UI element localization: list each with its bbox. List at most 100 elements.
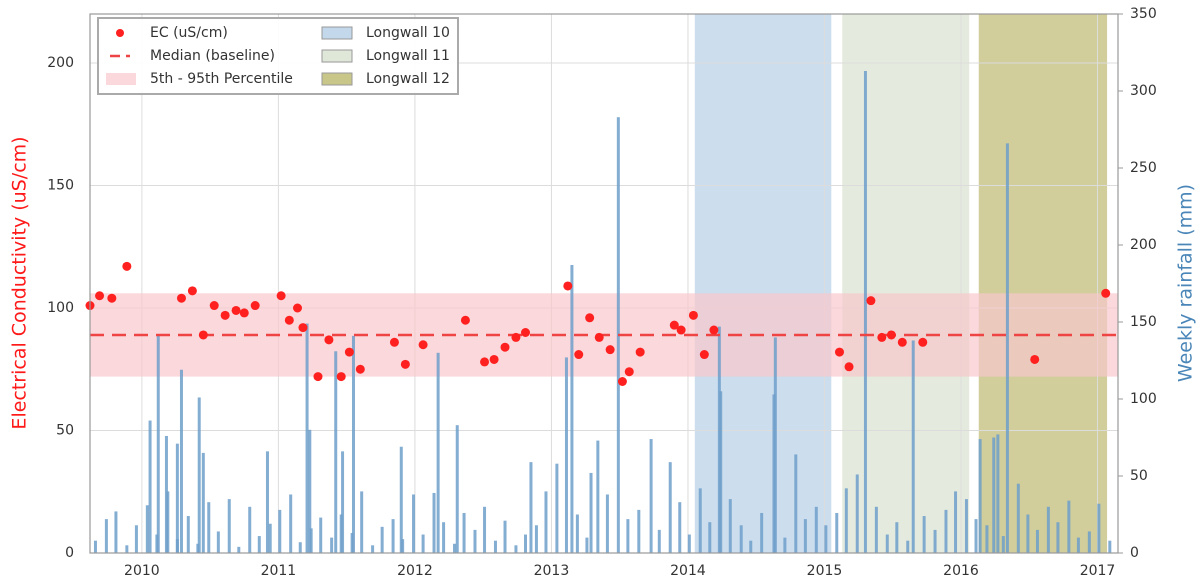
rain-bar xyxy=(455,425,459,553)
ec-point xyxy=(1101,288,1111,298)
ec-point xyxy=(676,325,686,335)
ec-point xyxy=(877,332,887,342)
rain-bar xyxy=(844,488,848,553)
rain-bar xyxy=(412,494,416,553)
rain-bar xyxy=(216,531,220,553)
ec-point xyxy=(250,301,260,311)
legend-label: Longwall 11 xyxy=(366,48,450,64)
ec-point xyxy=(231,305,241,315)
ec-point xyxy=(1030,354,1040,364)
y2-axis-label: Weekly rainfall (mm) xyxy=(1175,184,1197,382)
rain-bar xyxy=(514,545,518,553)
ec-point xyxy=(176,293,186,303)
ec-point xyxy=(699,350,709,360)
legend-marker xyxy=(321,49,353,63)
rain-bar xyxy=(524,534,528,553)
ec-point xyxy=(624,367,634,377)
rain-bar xyxy=(462,512,466,553)
rain-bar xyxy=(668,462,672,553)
legend-label: Longwall 10 xyxy=(366,25,450,41)
rain-bar xyxy=(399,446,403,553)
rain-bar xyxy=(974,519,978,553)
ec-point xyxy=(918,337,928,347)
ec-point xyxy=(500,342,510,352)
plot-frame xyxy=(89,13,1119,554)
rain-bar xyxy=(944,509,948,553)
legend-marker xyxy=(321,26,353,40)
y2-tick-label: 300 xyxy=(1130,83,1157,99)
rain-bar xyxy=(794,454,798,553)
rain-bar xyxy=(1067,500,1071,553)
y2-tick-label: 350 xyxy=(1130,6,1157,22)
rain-bar xyxy=(589,472,593,553)
rain-bar xyxy=(380,526,384,553)
x-tick-label: 2015 xyxy=(807,563,843,579)
ec-point xyxy=(284,315,294,325)
ec-point xyxy=(489,354,499,364)
rain-bar xyxy=(698,488,702,553)
rain-bar xyxy=(985,525,989,553)
ec-point xyxy=(298,323,308,333)
rain-bar xyxy=(570,265,574,553)
rain-bar xyxy=(1035,529,1039,553)
longwall-span xyxy=(842,14,970,553)
rain-bar xyxy=(257,536,261,553)
x-tick-label: 2010 xyxy=(124,563,160,579)
legend-marker xyxy=(321,72,353,86)
y2-tick-label: 250 xyxy=(1130,160,1157,176)
rain-bar xyxy=(964,499,968,553)
rain-bar xyxy=(503,520,507,553)
ec-point xyxy=(511,332,521,342)
rain-bar xyxy=(175,443,179,553)
rain-bar xyxy=(207,502,211,553)
rain-bar xyxy=(728,499,732,553)
rain-bar xyxy=(1056,522,1060,553)
rain-bar xyxy=(145,505,149,553)
ec-point xyxy=(594,332,604,342)
y2-tick-label: 200 xyxy=(1130,237,1157,253)
ec-point xyxy=(187,286,197,296)
rain-bar xyxy=(289,494,293,553)
x-tick-label: 2014 xyxy=(670,563,706,579)
rain-bar xyxy=(835,512,839,553)
legend-marker xyxy=(106,73,136,85)
rain-bar xyxy=(114,511,118,553)
rain-bar xyxy=(93,540,97,553)
rain-bar xyxy=(649,439,653,553)
y-tick-label: 50 xyxy=(56,423,74,439)
ec-point xyxy=(585,313,595,323)
rain-bar xyxy=(351,335,355,553)
ec-point xyxy=(95,291,105,301)
rain-bar xyxy=(360,491,364,553)
ec-point xyxy=(355,364,365,374)
rain-bar xyxy=(186,516,190,553)
rain-bar xyxy=(436,352,440,553)
rain-bar xyxy=(637,509,641,553)
rain-bar xyxy=(278,509,282,553)
ec-point xyxy=(866,296,876,306)
rain-bar xyxy=(749,540,753,553)
ec-point xyxy=(563,281,573,291)
rain-bar xyxy=(308,429,312,553)
rain-bar xyxy=(371,545,375,553)
ec-point xyxy=(669,320,679,330)
ec-point xyxy=(688,310,698,320)
rain-bar xyxy=(678,502,682,553)
legend-label: EC (uS/cm) xyxy=(150,25,228,41)
rain-bar xyxy=(1087,531,1091,553)
ec-point xyxy=(635,347,645,357)
rain-bar xyxy=(442,522,446,553)
rain-bar xyxy=(1046,506,1050,553)
rain-bar xyxy=(863,70,867,553)
ec-point xyxy=(324,335,334,345)
rain-bar xyxy=(1097,503,1101,553)
longwall-span xyxy=(978,14,1108,553)
rain-bar xyxy=(341,451,345,553)
y2-tick-label: 100 xyxy=(1130,391,1157,407)
legend-box xyxy=(97,17,459,95)
rain-bar xyxy=(298,542,302,553)
ec-point xyxy=(834,347,844,357)
ec-point xyxy=(400,359,410,369)
rain-bar xyxy=(814,506,818,553)
y-tick-label: 0 xyxy=(65,545,74,561)
